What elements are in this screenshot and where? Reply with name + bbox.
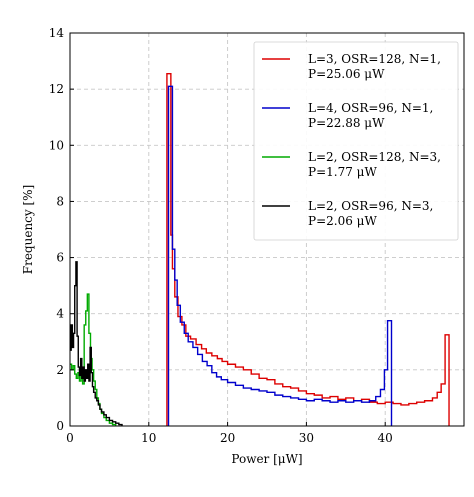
x-tick-label: 30	[299, 431, 314, 445]
axis-ticks: 0 10 20 30 40 0 2 4 6 8 10 12 14	[49, 26, 393, 445]
plot-frame	[69, 32, 465, 427]
series-lines	[70, 73, 450, 426]
y-axis-label: Frequency [%]	[21, 185, 35, 274]
y-tick-label: 2	[56, 363, 64, 377]
legend-entry-line: L=2, OSR=96, N=3,	[308, 199, 433, 213]
y-tick-label: 10	[49, 138, 64, 152]
legend-entry-4: L=2, OSR=96, N=3, P=2.06 μW	[308, 199, 433, 228]
x-tick-label: 20	[220, 431, 235, 445]
legend: L=3, OSR=128, N=1, P=25.06 μW L=4, OSR=96,…	[253, 41, 459, 241]
series-line-4	[70, 261, 123, 426]
legend-entry-3: L=2, OSR=128, N=3, P=1.77 μW	[308, 150, 441, 179]
y-tick-label: 4	[56, 307, 64, 321]
legend-entry-1: L=3, OSR=128, N=1, P=25.06 μW	[308, 52, 441, 81]
legend-entry-line: L=3, OSR=128, N=1,	[308, 52, 441, 66]
series-line-2	[167, 85, 393, 426]
series-line-3	[70, 293, 117, 426]
legend-entry-line: P=2.06 μW	[308, 214, 377, 228]
legend-entry-2: L=4, OSR=96, N=1, P=22.88 μW	[308, 101, 433, 130]
legend-entry-line: P=25.06 μW	[308, 67, 385, 81]
legend-box	[253, 41, 459, 241]
y-tick-label: 8	[56, 194, 64, 208]
legend-entry-line: P=1.77 μW	[308, 165, 377, 179]
x-axis-label: Power [μW]	[231, 452, 302, 466]
y-tick-label: 14	[49, 26, 65, 40]
legend-entry-line: L=4, OSR=96, N=1,	[308, 101, 433, 115]
x-tick-label: 10	[141, 431, 156, 445]
y-tick-label: 12	[49, 82, 64, 96]
legend-entry-line: P=22.88 μW	[308, 116, 385, 130]
x-tick-label: 0	[66, 431, 74, 445]
x-tick-label: 40	[378, 431, 393, 445]
y-tick-label: 6	[56, 251, 64, 265]
series-line-1	[166, 73, 450, 426]
legend-entry-line: L=2, OSR=128, N=3,	[308, 150, 441, 164]
y-tick-label: 0	[56, 419, 64, 433]
